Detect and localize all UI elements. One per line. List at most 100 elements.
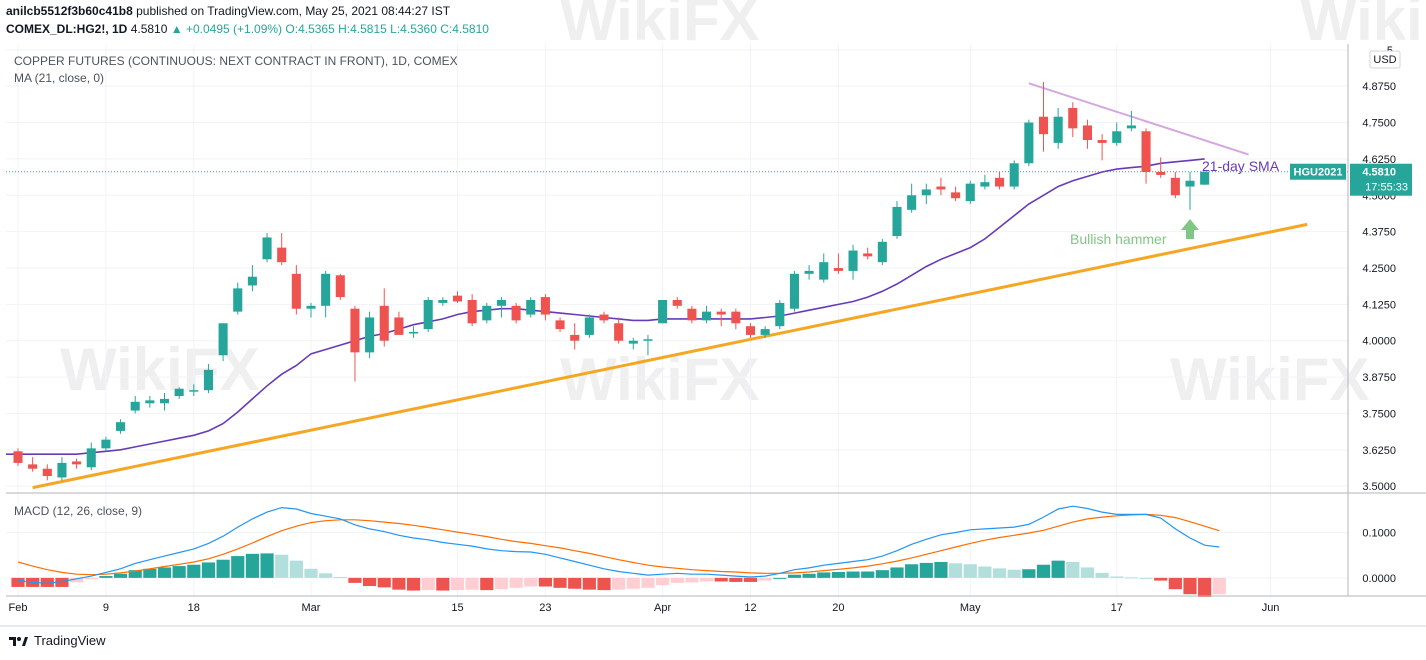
- macd-histogram-bar: [465, 577, 479, 590]
- candle-up: [218, 323, 228, 356]
- candle-down: [1156, 172, 1166, 175]
- bullish-hammer-annotation: Bullish hammer: [1070, 231, 1167, 247]
- macd-histogram-bar: [348, 577, 362, 583]
- macd-histogram-bar: [875, 570, 889, 578]
- candle-down: [291, 273, 301, 309]
- macd-histogram-bar: [40, 577, 54, 587]
- macd-histogram-bar: [978, 566, 992, 578]
- macd-histogram-bar: [729, 577, 743, 582]
- candle-up: [965, 183, 975, 202]
- time-tick-label: 15: [451, 602, 463, 614]
- macd-histogram-bar: [480, 577, 494, 591]
- publisher-name: anilcb5512f3b60c41b8: [6, 4, 133, 18]
- macd-histogram-bar: [1051, 560, 1065, 578]
- candle-up: [130, 401, 140, 411]
- candle-up: [819, 262, 829, 280]
- candle-down: [1097, 140, 1107, 143]
- low-value: L:4.5360: [390, 22, 437, 36]
- macd-histogram-bar: [377, 577, 391, 588]
- price-tag-countdown: 17:55:33: [1365, 182, 1408, 194]
- candle-down: [951, 192, 961, 199]
- price-tick-label: 4.6250: [1362, 154, 1396, 166]
- price-tick-label: 4.3750: [1362, 227, 1396, 239]
- candle-down: [467, 300, 477, 324]
- price-tick-label: 3.8750: [1362, 372, 1396, 384]
- macd-histogram-bar: [1212, 577, 1226, 595]
- currency-label: USD: [1373, 54, 1396, 66]
- macd-histogram-bar: [1066, 562, 1080, 578]
- macd-histogram-bar: [949, 563, 963, 578]
- price-tag-value: 4.5810: [1362, 167, 1396, 179]
- sma-21-line: [18, 158, 1205, 456]
- watermark-text: WikiFX: [60, 336, 259, 403]
- price-tick-label: 3.5000: [1362, 481, 1396, 493]
- macd-histogram-bar: [216, 559, 230, 578]
- macd-histogram-bar: [70, 577, 84, 583]
- macd-histogram-bar: [934, 562, 948, 578]
- candle-down: [687, 308, 697, 321]
- grid-layer: [6, 44, 1348, 596]
- candle-up: [233, 288, 243, 312]
- candle-down: [379, 305, 389, 341]
- candle-up: [482, 305, 492, 321]
- resistance-trendline: [1028, 82, 1249, 156]
- candle-up: [365, 317, 375, 353]
- candle-down: [995, 177, 1005, 187]
- macd-histogram-bar: [1007, 569, 1021, 578]
- macd-line: [17, 505, 1220, 584]
- candle-down: [1082, 125, 1092, 140]
- macd-histogram-bar: [817, 572, 831, 578]
- macd-histogram-bar: [1095, 572, 1109, 578]
- candle-down: [614, 323, 624, 341]
- publish-info: anilcb5512f3b60c41b8 published on Tradin…: [6, 4, 450, 18]
- candle-up: [921, 189, 931, 196]
- macd-histogram-bar: [363, 577, 377, 587]
- price-tag-box: [1350, 163, 1412, 196]
- watermark-layer: WikiFX WikiFX WikiFX WikiFX WikiFX: [60, 0, 1426, 413]
- macd-histogram-bar: [685, 577, 699, 583]
- symbol-tag-label: HGU2021: [1294, 167, 1343, 179]
- footer-brand: TradingView: [34, 633, 106, 648]
- price-tick-label: 3.7500: [1362, 408, 1396, 420]
- macd-histogram-bar: [1110, 576, 1124, 578]
- macd-tick-label: 0.0000: [1362, 573, 1396, 585]
- watermark-text: WikiFX: [1170, 346, 1369, 413]
- candle-up: [584, 317, 594, 335]
- macd-histogram-bar: [128, 570, 142, 578]
- support-trendline: [32, 222, 1308, 490]
- macd-histogram-bar: [714, 577, 728, 582]
- candle-up: [702, 311, 712, 321]
- macd-histogram-bar: [406, 577, 421, 591]
- macd-histogram-bar: [743, 577, 758, 582]
- candle-down: [833, 268, 843, 271]
- time-tick-label: 18: [188, 602, 200, 614]
- candles-layer: [13, 81, 1210, 481]
- macd-histogram-bar: [861, 571, 875, 578]
- candle-up: [438, 300, 448, 303]
- time-tick-label: 9: [103, 602, 109, 614]
- macd-histogram-bar: [1080, 567, 1095, 578]
- macd-histogram-bar: [802, 573, 816, 578]
- macd-histogram-bar: [890, 567, 904, 578]
- open-value: O:4.5365: [285, 22, 335, 36]
- candle-down: [72, 461, 82, 465]
- indicator-lines-layer: [6, 82, 1348, 490]
- up-triangle-icon: ▲: [170, 22, 183, 36]
- time-tick-label: Feb: [9, 602, 28, 614]
- time-tick-label: May: [960, 602, 981, 614]
- candle-up: [189, 390, 199, 392]
- candle-down: [1170, 177, 1180, 196]
- candle-up: [1200, 171, 1210, 185]
- price-tick-label: 3.6250: [1362, 445, 1396, 457]
- candle-up: [1126, 125, 1136, 129]
- macd-histogram-bar: [1183, 577, 1197, 595]
- candle-down: [350, 308, 360, 353]
- macd-histogram-bar: [1168, 577, 1182, 590]
- candle-up: [760, 329, 770, 335]
- candle-up: [116, 422, 126, 431]
- candle-up: [1009, 163, 1019, 187]
- candle-down: [335, 275, 345, 298]
- candle-up: [1053, 116, 1063, 143]
- candle-down: [42, 468, 52, 476]
